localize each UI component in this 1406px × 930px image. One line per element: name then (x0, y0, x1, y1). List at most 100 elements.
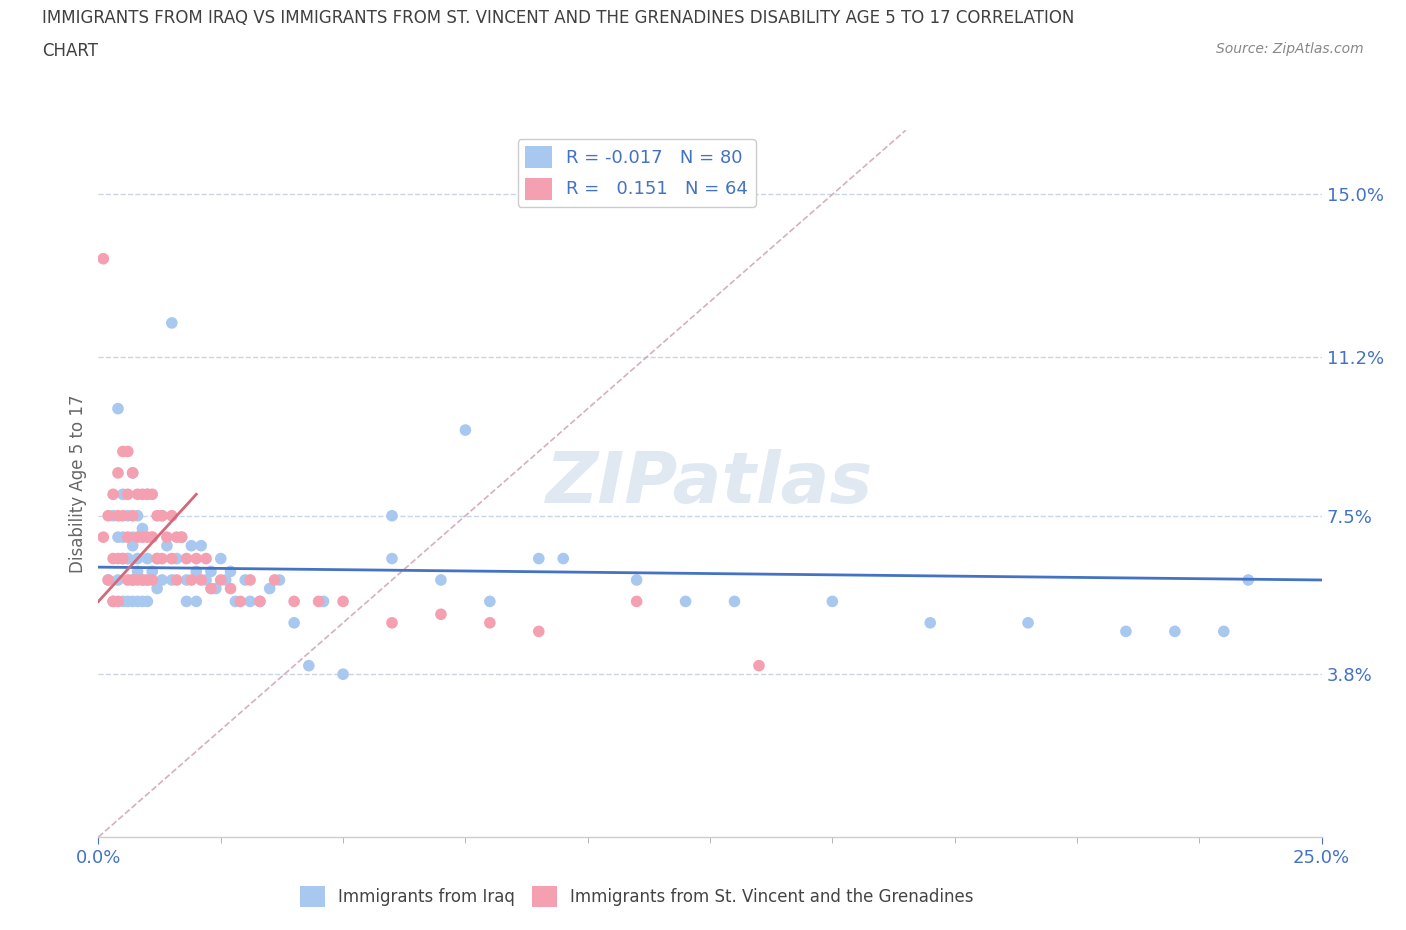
Point (283, 616, 305, 631)
Point (107, 551, 129, 566)
Point (117, 551, 139, 566)
Point (176, 573, 198, 588)
Point (131, 487, 153, 502)
Point (156, 538, 179, 553)
Point (111, 530, 134, 545)
Point (111, 551, 134, 566)
Point (136, 594, 159, 609)
Point (190, 573, 212, 588)
Point (283, 594, 305, 609)
Point (298, 658, 321, 673)
Point (121, 573, 143, 588)
Point (136, 487, 159, 502)
Point (111, 444, 134, 458)
Point (136, 573, 159, 588)
Point (224, 594, 246, 609)
Point (127, 551, 149, 566)
Point (91, 530, 114, 545)
Point (111, 551, 134, 566)
Point (146, 551, 169, 566)
Point (1017, 616, 1039, 631)
Point (249, 594, 271, 609)
Y-axis label: Disability Age 5 to 17: Disability Age 5 to 17 (69, 394, 87, 573)
Point (209, 573, 232, 588)
Point (263, 573, 285, 588)
Point (146, 509, 169, 524)
Point (626, 594, 648, 609)
Point (527, 551, 550, 566)
Point (186, 594, 208, 609)
Point (107, 509, 129, 524)
Point (239, 594, 262, 609)
Point (117, 551, 139, 566)
Point (219, 564, 242, 578)
Point (200, 581, 222, 596)
Point (131, 573, 153, 588)
Point (160, 315, 183, 330)
Point (170, 530, 193, 545)
Point (1115, 624, 1137, 639)
Point (101, 594, 124, 609)
Point (160, 509, 183, 524)
Point (180, 573, 202, 588)
Point (160, 551, 183, 566)
Point (269, 573, 291, 588)
Point (1237, 573, 1260, 588)
Point (111, 509, 134, 524)
Point (101, 551, 124, 566)
Text: IMMIGRANTS FROM IRAQ VS IMMIGRANTS FROM ST. VINCENT AND THE GRENADINES DISABILIT: IMMIGRANTS FROM IRAQ VS IMMIGRANTS FROM … (42, 9, 1074, 27)
Point (117, 530, 139, 545)
Point (920, 616, 942, 631)
Text: Source: ZipAtlas.com: Source: ZipAtlas.com (1216, 42, 1364, 56)
Point (121, 594, 143, 609)
Point (141, 487, 163, 502)
Point (166, 530, 188, 545)
Point (160, 573, 183, 588)
Point (131, 521, 153, 536)
Point (117, 573, 139, 588)
Point (166, 573, 188, 588)
Point (127, 594, 149, 609)
Point (127, 509, 149, 524)
Point (430, 573, 453, 588)
Point (626, 573, 648, 588)
Point (214, 573, 236, 588)
Point (239, 573, 262, 588)
Point (195, 551, 218, 566)
Point (249, 594, 271, 609)
Point (150, 509, 173, 524)
Point (101, 487, 124, 502)
Point (107, 594, 129, 609)
Point (131, 530, 153, 545)
Point (127, 573, 149, 588)
Point (170, 530, 193, 545)
Point (117, 487, 139, 502)
Point (136, 573, 159, 588)
Point (121, 509, 143, 524)
Point (190, 538, 212, 553)
Point (723, 594, 745, 609)
Point (176, 594, 198, 609)
Point (259, 581, 281, 596)
Point (209, 551, 232, 566)
Point (136, 551, 159, 566)
Legend: Immigrants from Iraq, Immigrants from St. Vincent and the Grenadines: Immigrants from Iraq, Immigrants from St… (292, 880, 980, 913)
Point (97, 509, 120, 524)
Point (454, 422, 477, 437)
Point (195, 573, 218, 588)
Point (107, 465, 129, 480)
Point (186, 551, 208, 566)
Point (176, 551, 198, 566)
Point (141, 530, 163, 545)
Point (107, 530, 129, 545)
Point (332, 667, 354, 682)
Point (332, 594, 354, 609)
Point (127, 487, 149, 502)
Point (101, 509, 124, 524)
Point (675, 594, 697, 609)
Point (121, 573, 143, 588)
Point (121, 465, 143, 480)
Point (200, 564, 222, 578)
Point (127, 530, 149, 545)
Point (121, 530, 143, 545)
